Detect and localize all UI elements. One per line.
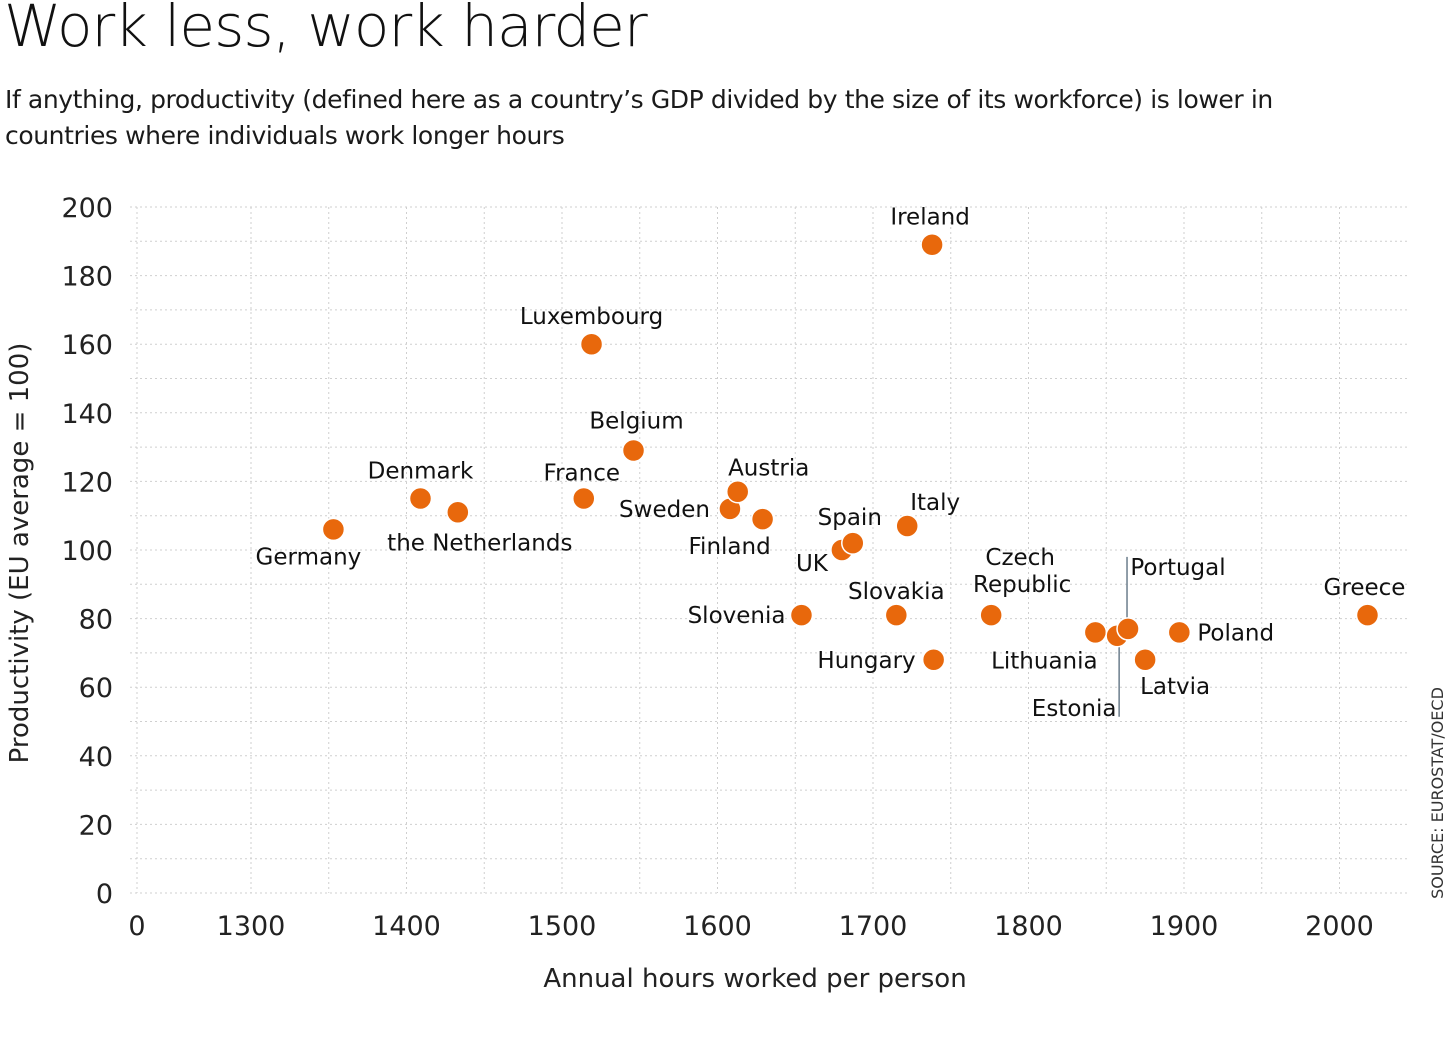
x-tick-label: 1800	[994, 911, 1063, 942]
data-point	[1083, 620, 1108, 645]
data-point	[920, 232, 944, 257]
data-point	[750, 507, 775, 531]
y-tick-label: 0	[96, 879, 113, 910]
y-tick-label: 80	[79, 605, 113, 636]
data-point	[979, 603, 1003, 627]
data-point	[725, 479, 750, 504]
point-label: France	[544, 461, 620, 487]
point-label: Spain	[818, 505, 882, 531]
x-tick-label: 1900	[1150, 911, 1219, 942]
y-tick-label: 180	[61, 262, 113, 293]
x-tick-label: 0	[128, 911, 145, 942]
y-axis-title: Productivity (EU average = 100)	[5, 343, 35, 764]
point-label: Portugal	[1130, 555, 1225, 581]
y-tick-label: 120	[61, 467, 113, 498]
data-point	[408, 486, 433, 511]
point-label: Luxembourg	[520, 304, 663, 330]
y-tick-label: 40	[79, 742, 113, 773]
point-label: Poland	[1197, 620, 1274, 646]
data-point	[884, 603, 909, 627]
point-label: Germany	[256, 544, 362, 570]
data-point	[321, 517, 346, 542]
point-label: Austria	[728, 456, 809, 482]
y-axis: 0 20 40 60 80 100 120 140 160 180 200	[61, 193, 113, 910]
x-axis-title: Annual hours worked per person	[543, 964, 966, 994]
y-tick-label: 140	[61, 399, 113, 430]
gridlines	[130, 206, 1408, 894]
data-point	[1133, 648, 1157, 672]
y-tick-label: 200	[61, 193, 113, 224]
point-label: Estonia	[1032, 696, 1117, 722]
data-point	[621, 438, 646, 463]
x-tick-label: 1600	[683, 911, 752, 942]
point-label: Slovenia	[688, 603, 786, 629]
data-point	[572, 486, 596, 511]
data-points	[321, 232, 1380, 672]
point-label: Slovakia	[848, 579, 945, 605]
leader-lines	[1118, 556, 1128, 717]
point-label: Sweden	[619, 497, 710, 523]
point-label: Czech Republic	[973, 545, 1071, 598]
data-point	[1355, 603, 1380, 627]
point-labels: Germany Denmark the Netherlands France Luxem…	[256, 205, 1406, 722]
point-label: Finland	[689, 534, 771, 560]
data-point	[841, 531, 865, 555]
x-tick-label: 1400	[372, 911, 441, 942]
x-tick-label: 1300	[217, 911, 286, 942]
x-tick-label: 1500	[528, 911, 597, 942]
data-point	[446, 500, 470, 525]
data-point	[1116, 617, 1140, 641]
point-label: Greece	[1324, 575, 1406, 601]
point-label: the Netherlands	[387, 530, 572, 556]
data-point	[895, 514, 919, 538]
point-label: Hungary	[817, 648, 915, 674]
point-label: Lithuania	[991, 648, 1098, 674]
x-tick-label: 1700	[839, 911, 908, 942]
y-tick-label: 60	[79, 673, 113, 704]
point-label: Belgium	[589, 409, 683, 435]
point-label: Ireland	[890, 205, 970, 231]
y-tick-label: 100	[61, 536, 113, 567]
point-label: Latvia	[1140, 674, 1210, 700]
chart-title: Work less, work harder	[4, 0, 648, 60]
data-point	[579, 332, 604, 356]
data-point	[1167, 620, 1192, 645]
x-axis: 0 1300 1400 1500 1600 1700 1800 1900 2000	[128, 911, 1373, 942]
point-label: UK	[796, 551, 829, 577]
chart-subtitle: If anything, productivity (defined here …	[5, 85, 1273, 150]
point-label: Denmark	[368, 459, 474, 485]
source-note: SOURCE: EUROSTAT/OECD	[1428, 687, 1447, 899]
data-point	[921, 648, 946, 672]
y-tick-label: 160	[61, 330, 113, 361]
y-tick-label: 20	[79, 810, 113, 841]
x-tick-label: 2000	[1305, 911, 1374, 942]
point-label: Italy	[910, 490, 960, 516]
data-point	[789, 603, 814, 627]
